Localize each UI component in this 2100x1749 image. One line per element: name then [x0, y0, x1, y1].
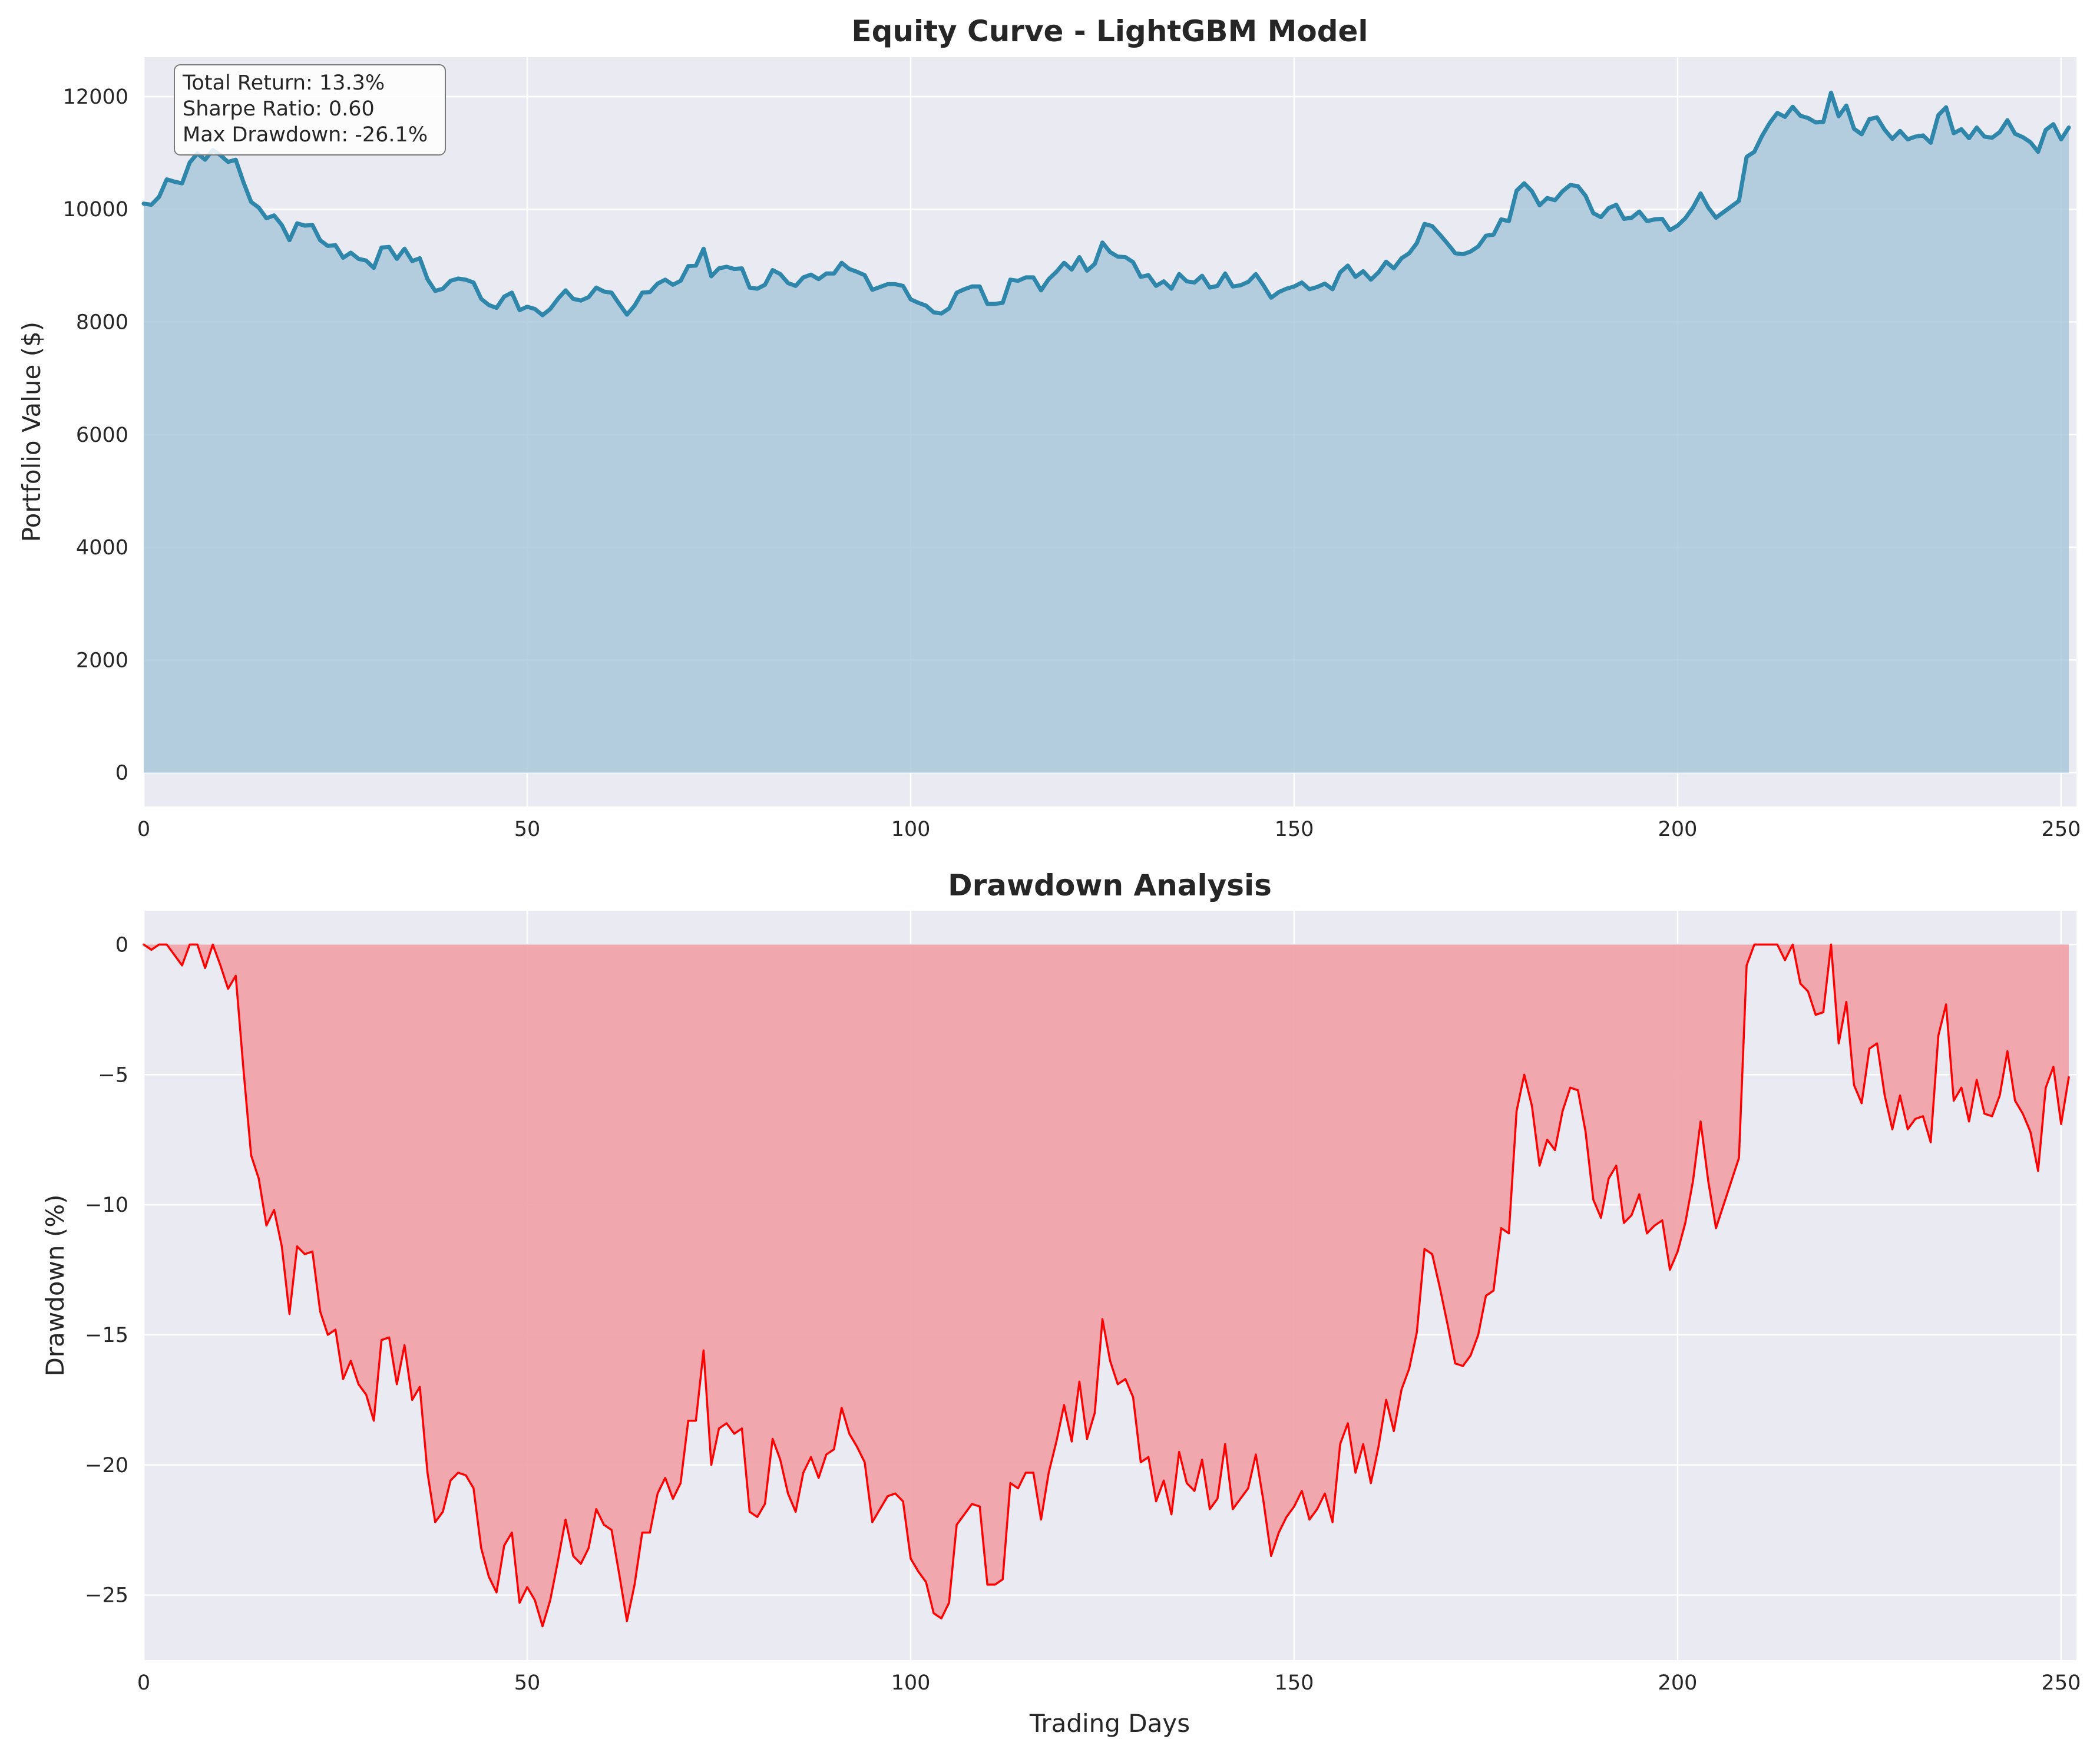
drawdown-x-tick-label: 100: [891, 1671, 931, 1695]
equity-chart-title: Equity Curve - LightGBM Model: [851, 14, 1368, 48]
max-drawdown-stat: Max Drawdown: -26.1%: [183, 123, 428, 147]
drawdown-y-tick-label: −10: [85, 1193, 128, 1217]
equity-area-fill: [144, 92, 2069, 773]
drawdown-line: [143, 943, 2070, 1628]
equity-y-tick-label: 8000: [76, 311, 128, 335]
equity-y-tick-label: 2000: [76, 649, 128, 672]
drawdown-y-tick-label: 0: [115, 933, 128, 957]
drawdown-y-tick-label: −25: [85, 1584, 128, 1608]
drawdown-area-fill: [144, 944, 2069, 1626]
equity-x-tick-label: 50: [514, 818, 541, 841]
equity-x-ticks: 0 50 100 150 200 250: [137, 818, 2081, 841]
drawdown-y-tick-label: −15: [85, 1324, 128, 1347]
drawdown-y-ticks: 0 −5 −10 −15 −20 −25: [85, 933, 128, 1607]
equity-curve-chart: 0 50 100 150 200 250 0 2000 4000 6000 8000 10000 12…: [17, 14, 2081, 841]
equity-y-ticks: 0 2000 4000 6000 8000 10000 12000: [63, 85, 128, 785]
drawdown-y-tick-label: −5: [98, 1063, 128, 1087]
drawdown-x-tick-label: 200: [1658, 1671, 1698, 1695]
equity-line: [141, 90, 2071, 318]
sharpe-ratio-stat: Sharpe Ratio: 0.60: [183, 97, 375, 121]
drawdown-x-tick-label: 250: [2042, 1671, 2081, 1695]
equity-x-tick-label: 100: [891, 818, 931, 841]
total-return-stat: Total Return: 13.3%: [182, 71, 385, 95]
equity-x-tick-label: 200: [1658, 818, 1698, 841]
performance-stats-box: Total Return: 13.3% Sharpe Ratio: 0.60 M…: [174, 64, 446, 156]
drawdown-x-tick-label: 0: [137, 1671, 150, 1695]
equity-y-tick-label: 4000: [76, 536, 128, 560]
stats-box-frame: [174, 64, 446, 156]
drawdown-y-tick-label: −20: [85, 1454, 128, 1477]
equity-y-tick-label: 12000: [63, 85, 128, 109]
equity-x-tick-label: 250: [2042, 818, 2081, 841]
drawdown-x-tick-label: 150: [1275, 1671, 1314, 1695]
equity-y-tick-label: 10000: [63, 198, 128, 221]
drawdown-x-tick-label: 50: [514, 1671, 541, 1695]
equity-y-tick-label: 0: [115, 762, 128, 785]
drawdown-chart-title: Drawdown Analysis: [948, 868, 1272, 902]
drawdown-chart: 0 50 100 150 200 250 0 −5 −10 −15 −20 −25 Drawdown…: [41, 868, 2081, 1738]
equity-x-tick-label: 150: [1275, 818, 1314, 841]
equity-y-tick-label: 6000: [76, 424, 128, 447]
drawdown-x-axis-label: Trading Days: [1029, 1709, 1190, 1738]
equity-y-axis-label: Portfolio Value ($): [17, 322, 46, 542]
equity-x-tick-label: 0: [137, 818, 150, 841]
drawdown-x-ticks: 0 50 100 150 200 250: [137, 1671, 2081, 1695]
drawdown-y-axis-label: Drawdown (%): [41, 1194, 70, 1376]
